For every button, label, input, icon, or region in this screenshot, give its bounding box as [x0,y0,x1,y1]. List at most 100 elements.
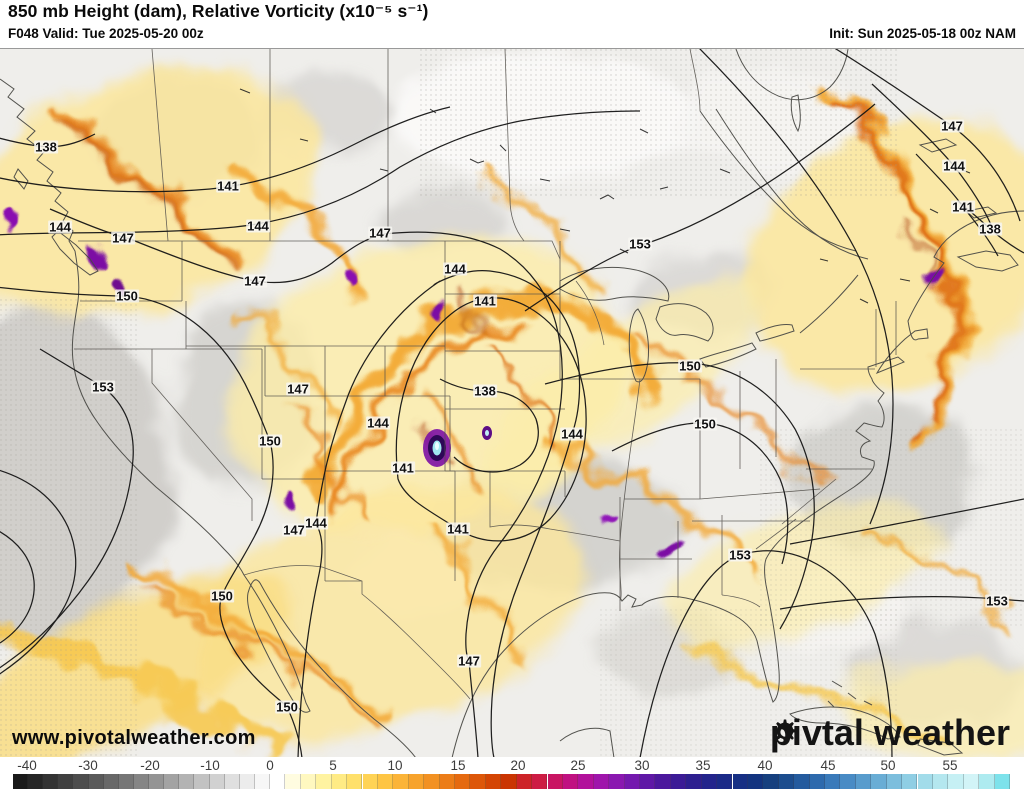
contour-label: 144 [443,261,467,277]
contour-label: 147 [457,653,481,669]
contour-label: 150 [693,416,717,432]
colorbar-segment [902,774,918,789]
colorbar-segment [516,774,533,789]
contour-label: 153 [628,236,652,252]
contour-label: 147 [243,273,267,289]
contour-label: 153 [728,547,752,563]
geography-borders [0,49,1024,758]
colorbar-segment [133,774,150,789]
logo-text-right: tal weather [821,712,1010,753]
colorbar-segment [963,774,980,789]
colorbar-tick-label: -30 [78,758,98,773]
colorbar-segment [239,774,255,789]
colorbar-segment [439,774,455,789]
colorbar-segment [547,774,563,789]
colorbar-segment [701,774,718,789]
colorbar-tick-label: 50 [880,758,896,773]
contour-label: 147 [111,230,135,246]
colorbar-segment [149,774,165,789]
page-title: 850 mb Height (dam), Relative Vorticity … [8,1,429,21]
contour-label: 141 [446,521,470,537]
colorbar-segment [686,774,702,789]
colorbar-segment [871,774,887,789]
colorbar-segment [609,774,625,789]
gear-icon [773,719,797,743]
colorbar-segment [670,774,687,789]
contour-label: 138 [473,383,497,399]
contour-label: 144 [48,219,72,235]
colorbar-segment [179,774,195,789]
colorbar-segment [377,774,394,789]
colorbar-tick-label: 20 [510,758,526,773]
colorbar-segment [393,774,409,789]
colorbar-segment [640,774,656,789]
colorbar-legend: -40 -30 -20 -10 0 5 10 15 20 25 30 35 40 45 50 55 [0,757,1024,791]
colorbar-segment [470,774,486,789]
colorbar-segment [763,774,779,789]
colorbar-segment [316,774,332,789]
contour-label: 147 [282,522,306,538]
contour-label: 144 [366,415,390,431]
colorbar-segment [593,774,610,789]
colorbar-segment [562,774,579,789]
colorbar-segment [285,774,301,789]
colorbar-segment [164,774,180,789]
contour-label: 150 [258,433,282,449]
colorbar-segment [979,774,995,789]
colorbar-segment [424,774,440,789]
contour-label: 141 [473,293,497,309]
colorbar-segment [362,774,378,789]
map-canvas[interactable]: 138 141 144 144 147 147 150 153 150 147 144 141 147 1… [0,48,1024,758]
colorbar-segment [347,774,363,789]
contour-label: 150 [210,588,234,604]
colorbar-tick-label: -40 [17,758,37,773]
contour-label: 153 [91,379,115,395]
colorbar-segment [254,774,270,789]
contour-label: 141 [216,178,240,194]
colorbar-segment [932,774,949,789]
colorbar-segment [224,774,240,789]
contour-label: 138 [34,139,58,155]
contour-label: 141 [391,460,415,476]
contour-label: 141 [951,199,975,215]
colorbar-segment [43,774,59,789]
colorbar-segment [331,774,348,789]
colorbar-segment [88,774,104,789]
colorbar-segment [209,774,225,789]
colorbar-segment [270,774,286,789]
colorbar-segment [994,774,1010,789]
contour-label: 150 [678,358,702,374]
colorbar-segment [732,774,748,789]
colorbar-segment [840,774,856,789]
colorbar-segment [825,774,841,789]
weather-map-graphic [0,49,1024,758]
valid-time-label: F048 Valid: Tue 2025-05-20 00z [8,26,204,41]
colorbar-segment [778,774,795,789]
colorbar-segment [194,774,210,789]
colorbar-tick-label: 35 [695,758,711,773]
colorbar-segment [717,774,733,789]
colorbar-segment [73,774,89,789]
colorbar-segment [855,774,872,789]
colorbar-segment [485,774,502,789]
colorbar-segment [917,774,933,789]
colorbar-tick-label: 15 [450,758,466,773]
colorbar-tick-label: 30 [634,758,650,773]
init-time-label: Init: Sun 2025-05-18 00z NAM [829,26,1016,41]
colorbar-segment [948,774,964,789]
contour-label: 138 [978,221,1002,237]
colorbar-segment [886,774,903,789]
colorbar-segment [655,774,671,789]
colorbar-segment [103,774,119,789]
contour-label: 144 [560,426,584,442]
contour-label: 147 [940,118,964,134]
colorbar-segment [455,774,471,789]
colorbar-segment [118,774,134,789]
colorbar-tick-label: 5 [329,758,337,773]
colorbar-segment [794,774,810,789]
colorbar-tick-label: 10 [387,758,403,773]
contour-label: 150 [275,699,299,715]
contour-label: 150 [115,288,139,304]
colorbar-segment [58,774,74,789]
contour-label: 147 [368,225,392,241]
